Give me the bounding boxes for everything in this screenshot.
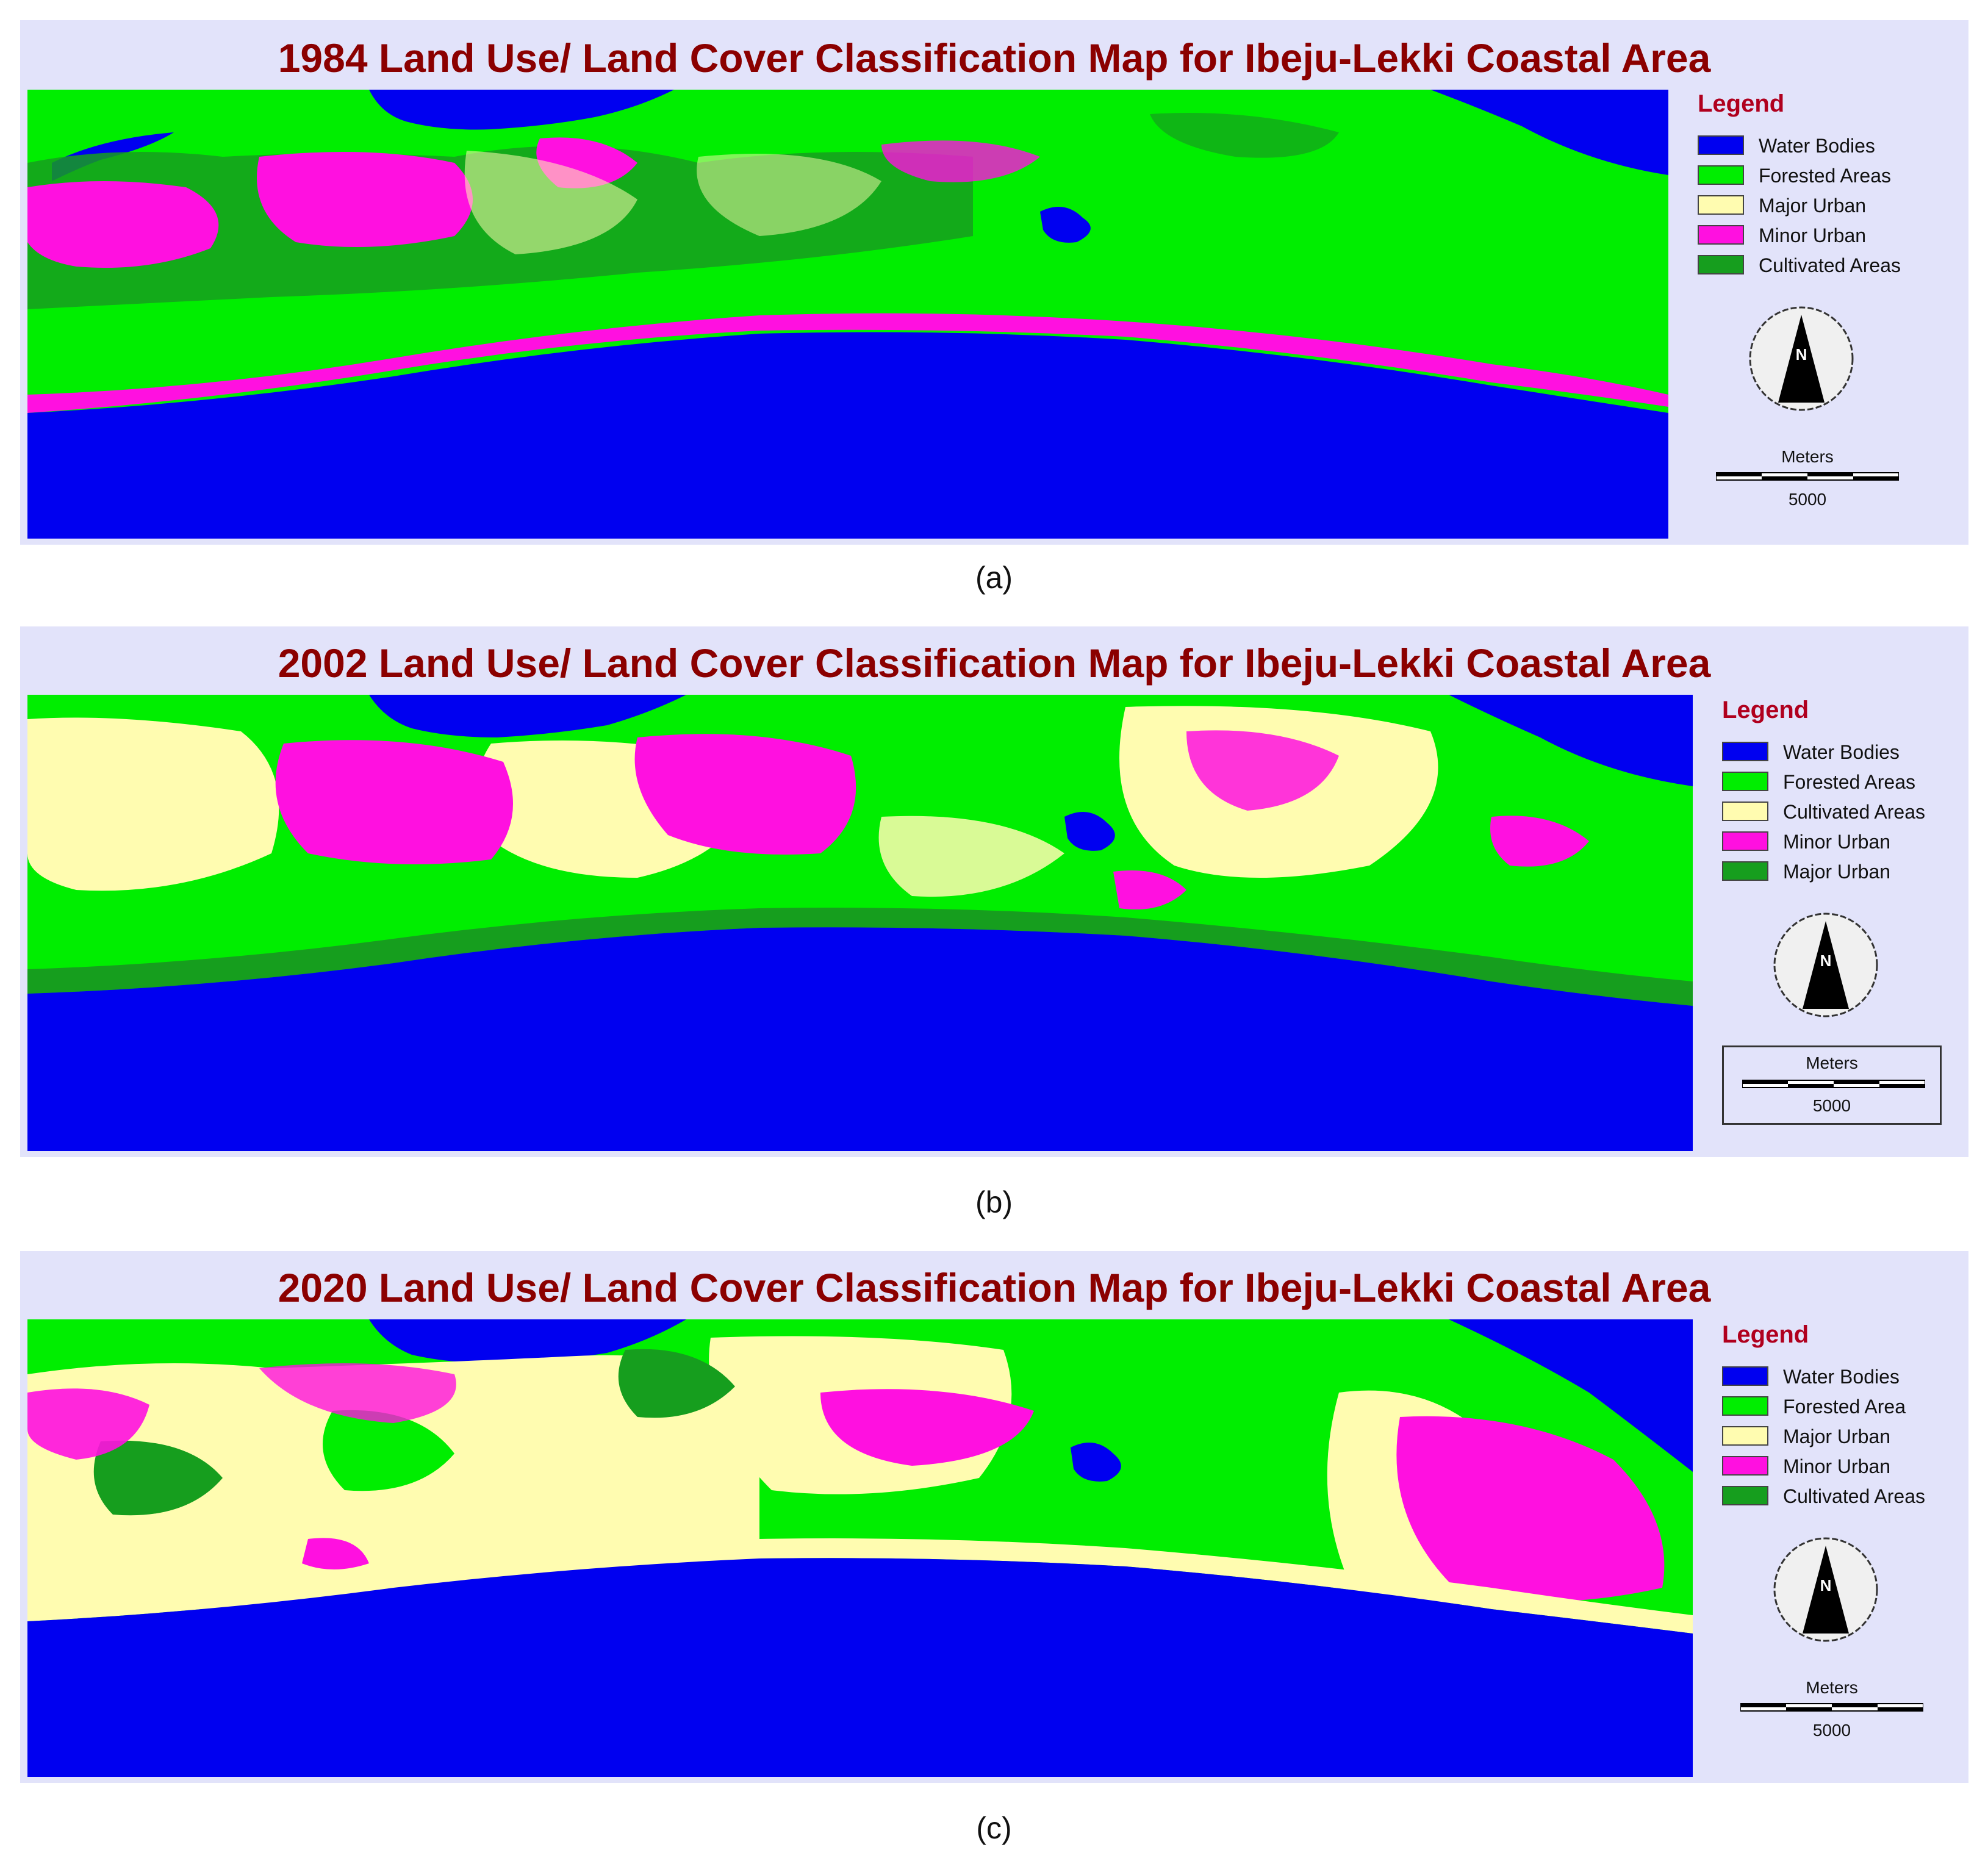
legend-label: Minor Urban	[1783, 831, 1891, 853]
north-label: N	[1820, 1576, 1832, 1594]
scale-bar-1984: Meters 5000	[1716, 447, 1899, 514]
legend-label: Major Urban	[1759, 195, 1867, 217]
legend-label: Major Urban	[1783, 861, 1891, 883]
legend-swatch	[1722, 1366, 1768, 1386]
legend-title: Legend	[1698, 90, 1785, 117]
north-label: N	[1820, 952, 1832, 970]
scale-value: 5000	[1812, 1721, 1851, 1740]
legend-title: Legend	[1722, 697, 1809, 723]
caption-a: (a)	[975, 561, 1013, 595]
scale-bar-2020: Meters 5000	[1740, 1678, 1923, 1745]
legend-label: Forested Area	[1783, 1396, 1906, 1418]
legend-2020: Legend Water Bodies Forested Area Major …	[1722, 1321, 1988, 1742]
legend-label: Cultivated Areas	[1783, 801, 1926, 823]
legend-1984: Legend Water Bodies Forested Areas Major…	[1698, 90, 1966, 511]
legend-label: Minor Urban	[1783, 1455, 1891, 1477]
lulc-map-2002	[27, 695, 1693, 1151]
legend-swatch	[1698, 255, 1744, 274]
map-panel-2020: 2020 Land Use/ Land Cover Classification…	[20, 1251, 1968, 1783]
scale-bar-graphic	[1742, 1080, 1925, 1088]
legend-swatch	[1722, 831, 1768, 851]
legend-swatch	[1722, 1426, 1768, 1446]
legend-label: Minor Urban	[1759, 224, 1867, 246]
caption-b: (b)	[975, 1185, 1013, 1219]
legend-swatch	[1722, 1456, 1768, 1476]
legend-swatch	[1722, 772, 1768, 791]
legend-swatch	[1722, 861, 1768, 881]
legend-label: Cultivated Areas	[1759, 254, 1901, 276]
map-title-1984: 1984 Land Use/ Land Cover Classification…	[278, 35, 1711, 81]
legend-label: Water Bodies	[1759, 135, 1875, 157]
scale-units: Meters	[1806, 1678, 1858, 1697]
legend-label: Cultivated Areas	[1783, 1485, 1926, 1507]
map-panel-2002: 2002 Land Use/ Land Cover Classification…	[20, 626, 1968, 1157]
legend-label: Water Bodies	[1783, 1366, 1900, 1388]
legend-label: Water Bodies	[1783, 741, 1900, 763]
legend-swatch	[1698, 195, 1744, 215]
north-label: N	[1796, 345, 1807, 364]
lulc-map-2020	[27, 1319, 1693, 1777]
scale-bar-graphic	[1716, 472, 1899, 481]
legend-title: Legend	[1722, 1321, 1809, 1348]
scale-bar-2002: Meters 5000	[1722, 1045, 1942, 1125]
map-panel-1984: 1984 Land Use/ Land Cover Classification…	[20, 20, 1968, 545]
legend-label: Major Urban	[1783, 1426, 1891, 1447]
map-title-2020: 2020 Land Use/ Land Cover Classification…	[278, 1265, 1711, 1310]
scale-units: Meters	[1781, 447, 1834, 466]
legend-label: Forested Areas	[1783, 771, 1915, 793]
north-arrow-icon: N	[1773, 1537, 1878, 1642]
legend-swatch	[1698, 135, 1744, 155]
legend-swatch	[1722, 1396, 1768, 1416]
legend-2002: Legend Water Bodies Forested Areas Culti…	[1722, 697, 1988, 1125]
scale-units: Meters	[1806, 1053, 1858, 1072]
legend-label: Forested Areas	[1759, 165, 1891, 187]
scale-bar-graphic	[1740, 1703, 1923, 1712]
legend-swatch	[1722, 1486, 1768, 1505]
scale-value: 5000	[1812, 1096, 1851, 1115]
legend-swatch	[1722, 742, 1768, 761]
map-title-2002: 2002 Land Use/ Land Cover Classification…	[278, 640, 1711, 686]
north-arrow-icon: N	[1749, 306, 1854, 411]
caption-c: (c)	[976, 1811, 1012, 1845]
legend-swatch	[1698, 165, 1744, 185]
lulc-map-1984	[27, 90, 1668, 539]
north-arrow-icon: N	[1773, 913, 1878, 1017]
legend-swatch	[1722, 802, 1768, 821]
scale-value: 5000	[1788, 490, 1827, 509]
legend-swatch	[1698, 225, 1744, 245]
